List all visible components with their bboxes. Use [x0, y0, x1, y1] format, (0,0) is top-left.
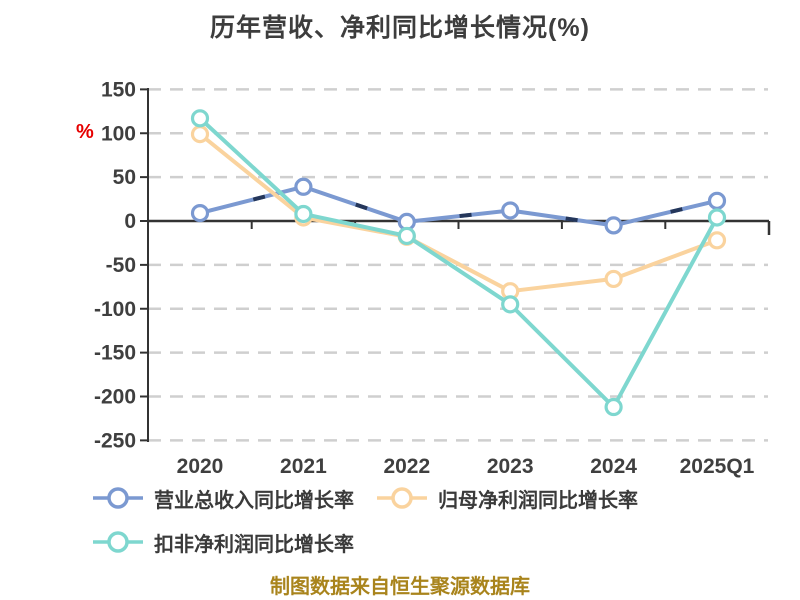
x-tick-label: 2025Q1 [680, 455, 755, 478]
y-tick-label: 150 [101, 78, 136, 101]
data-point-marker [604, 216, 623, 235]
y-tick-label: 100 [101, 122, 136, 145]
data-point-marker [707, 231, 727, 250]
series-line-0 [198, 184, 719, 228]
y-axis-unit-label: % [76, 121, 94, 143]
legend-label-non-gaap-growth: 扣非净利润同比增长率 [154, 533, 354, 556]
plot-area: 150 100 50 0 -50 -100 -150 -200 -250% 2020 2021 202… [76, 78, 771, 478]
line-circle-marker-icon [93, 487, 143, 509]
data-point-marker [294, 204, 313, 224]
y-tick-label: -250 [94, 429, 136, 452]
x-tick-label: 2022 [383, 455, 430, 478]
data-point-marker [294, 177, 313, 196]
y-tick-label: -200 [94, 386, 136, 409]
data-point-marker [707, 191, 727, 210]
line-circle-marker-icon [93, 531, 143, 553]
data-point-marker [707, 208, 727, 227]
series-line-2 [198, 116, 719, 410]
y-tick-label: -150 [94, 342, 136, 365]
y-tick-label: -100 [94, 298, 136, 321]
data-point-marker [190, 109, 210, 128]
x-tick-label: 2023 [487, 455, 534, 478]
chart-title: 历年营收、净利同比增长情况(%) [210, 14, 590, 42]
data-point-marker [501, 295, 520, 314]
data-point-marker [604, 269, 623, 289]
x-tick-label: 2020 [177, 455, 224, 478]
data-source-note: 制图数据来自恒生聚源数据库 [270, 576, 530, 598]
legend-label-revenue-growth: 营业总收入同比增长率 [154, 489, 354, 512]
legend-item-net-profit-growth: 归母净利润同比增长率 [376, 484, 638, 513]
legend-row-2: 扣非净利润同比增长率 [92, 520, 792, 564]
y-tick-label: 50 [113, 166, 136, 189]
series-line-1 [198, 132, 719, 294]
data-point-marker [604, 397, 623, 417]
legend-item-non-gaap-growth: 扣非净利润同比增长率 [92, 528, 354, 557]
data-point-marker [190, 125, 210, 144]
x-tick-label: 2021 [280, 455, 327, 478]
y-tick-label: -50 [106, 254, 136, 277]
legend: 营业总收入同比增长率 归母净利润同比增长率 扣非净利润同比增长率 [92, 476, 792, 564]
data-point-marker [501, 201, 520, 220]
legend-row-1: 营业总收入同比增长率 归母净利润同比增长率 [92, 476, 792, 520]
legend-label-net-profit-growth: 归母净利润同比增长率 [438, 489, 638, 512]
line-circle-marker-icon [377, 487, 427, 509]
y-tick-label: 0 [124, 210, 136, 233]
x-tick-label: 2024 [590, 455, 637, 478]
data-point-marker [190, 204, 210, 223]
data-point-marker [397, 226, 416, 246]
legend-item-revenue-growth: 营业总收入同比增长率 [92, 484, 354, 513]
